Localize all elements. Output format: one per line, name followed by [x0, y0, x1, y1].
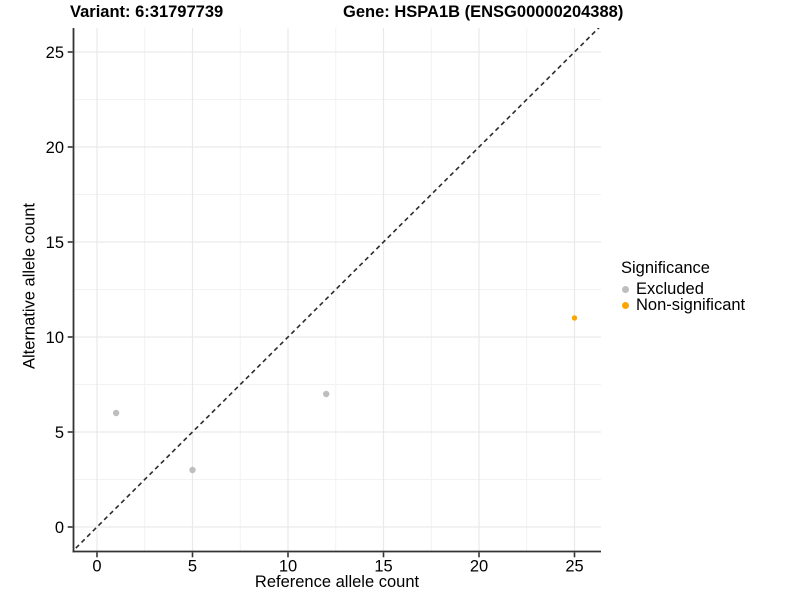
y-axis-title: Alternative allele count — [20, 202, 39, 370]
legend-item-label: Excluded — [636, 279, 704, 298]
legend-item-excluded: Excluded — [619, 279, 745, 298]
data-point-excluded — [323, 390, 330, 398]
x-tick-label: 10 — [279, 558, 297, 576]
legend-title: Significance — [621, 259, 710, 277]
x-tick-label: 0 — [92, 558, 101, 576]
legend: Significance Excluded Non-significant — [619, 259, 746, 314]
data-point-non-significant — [571, 315, 578, 321]
plot-title-gene: Gene: HSPA1B (ENSG00000204388) — [343, 3, 624, 21]
y-tick-label: 10 — [46, 329, 64, 347]
x-tick-label: 15 — [374, 558, 392, 576]
legend-key-dot-excluded — [622, 285, 629, 293]
legend-item-label: Non-significant — [636, 295, 746, 314]
legend-item-non-significant: Non-significant — [619, 295, 746, 314]
y-tick-label: 5 — [55, 424, 64, 442]
x-axis-title: Reference allele count — [254, 573, 420, 591]
x-tick-label: 5 — [188, 558, 197, 576]
x-tick-label: 20 — [470, 558, 488, 576]
identity-line — [73, 28, 600, 552]
data-point-excluded — [112, 409, 120, 417]
y-tick-label: 25 — [46, 44, 64, 62]
y-tick-label: 15 — [46, 234, 64, 252]
legend-key-dot-non-significant — [622, 301, 629, 309]
plot-title-variant: Variant: 6:31797739 — [70, 3, 224, 21]
y-tick-label: 0 — [55, 519, 64, 537]
data-point-excluded — [189, 466, 196, 474]
y-tick-label: 20 — [46, 139, 64, 157]
x-tick-label: 25 — [565, 558, 583, 576]
